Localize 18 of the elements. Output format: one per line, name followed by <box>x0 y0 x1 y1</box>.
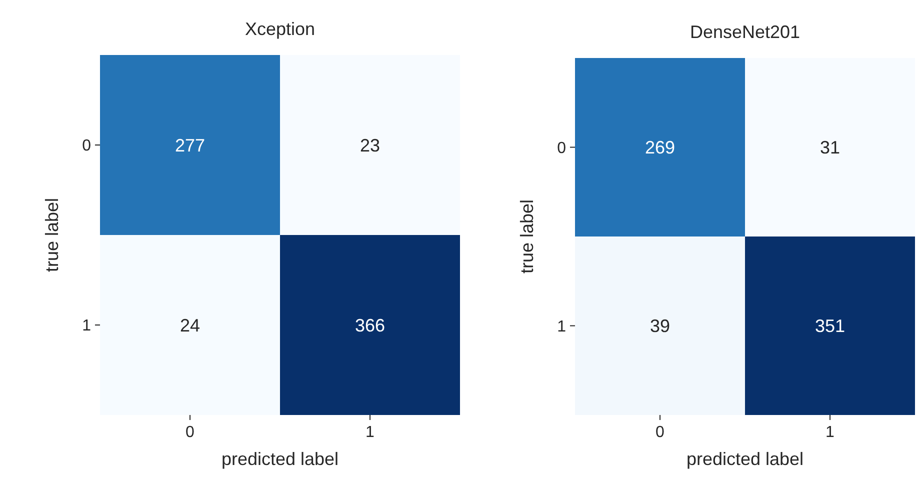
y-axis-title: true label <box>42 198 62 272</box>
data-label: 366 <box>354 315 386 336</box>
chart-title: Xception <box>244 19 316 39</box>
data-label: 39 <box>650 316 670 336</box>
x-tick-label: 1 <box>826 424 835 441</box>
data-label: 24 <box>180 315 200 336</box>
data-label: 269 <box>644 138 676 158</box>
data-label: 31 <box>820 138 840 158</box>
y-axis-title: true label <box>517 199 537 274</box>
x-tick-label: 0 <box>656 424 665 441</box>
data-label: 351 <box>814 316 846 336</box>
x-axis-title: predicted label <box>221 449 339 469</box>
chart-title: DenseNet201 <box>690 22 800 42</box>
data-label: 277 <box>174 135 206 156</box>
x-tick-label: 0 <box>186 424 195 441</box>
data-label: 23 <box>360 135 380 156</box>
x-axis-title: predicted label <box>686 449 804 469</box>
x-tick-label: 1 <box>366 424 375 441</box>
